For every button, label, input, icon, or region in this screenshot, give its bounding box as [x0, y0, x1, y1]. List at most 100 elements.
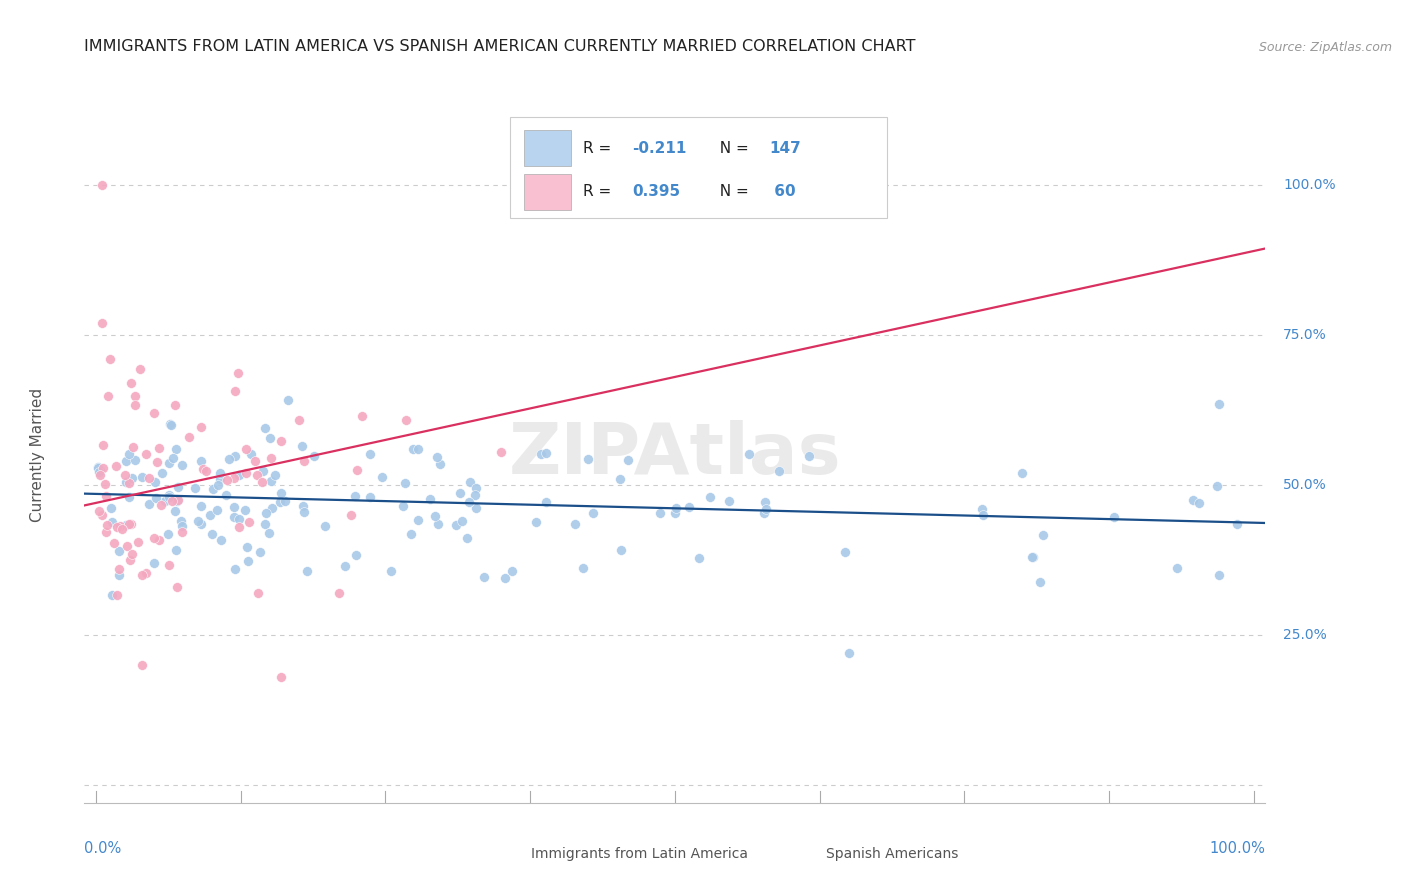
Point [343, 489, 366, 503]
Point [114, 468, 136, 483]
Text: 0.395: 0.395 [633, 185, 681, 200]
Point [163, 398, 186, 412]
Point [564, 516, 586, 531]
Point [291, 499, 314, 513]
Point [224, 384, 246, 398]
Point [501, 564, 523, 578]
Point [128, 362, 150, 376]
Point [190, 420, 212, 434]
Point [254, 506, 277, 520]
Point [87, 460, 110, 475]
Point [406, 442, 429, 456]
Point [402, 442, 425, 456]
Point [157, 490, 180, 504]
Point [142, 406, 165, 420]
Text: ZIPAtlas: ZIPAtlas [509, 420, 841, 490]
Point [609, 472, 631, 486]
Point [536, 446, 558, 460]
Point [576, 451, 599, 466]
Point [224, 500, 246, 515]
Point [257, 525, 280, 540]
Point [150, 466, 173, 480]
Point [359, 490, 381, 504]
Point [90, 178, 112, 192]
Point [406, 513, 429, 527]
Point [190, 454, 212, 468]
Point [156, 526, 179, 541]
Point [124, 388, 146, 402]
Point [678, 500, 700, 515]
Text: R =: R = [582, 185, 616, 200]
Point [208, 472, 231, 486]
Point [352, 409, 374, 423]
Point [131, 470, 153, 484]
Point [111, 522, 134, 536]
Point [124, 453, 146, 467]
Point [238, 515, 260, 529]
Point [838, 646, 860, 660]
Point [148, 533, 170, 548]
Point [259, 474, 281, 488]
Point [115, 518, 138, 533]
Point [115, 475, 138, 489]
Point [273, 494, 295, 508]
Point [664, 506, 686, 520]
Text: Source: ZipAtlas.com: Source: ZipAtlas.com [1258, 40, 1392, 54]
Point [160, 418, 183, 433]
Point [464, 488, 486, 502]
Point [328, 586, 350, 600]
Point [135, 447, 157, 461]
Point [394, 476, 416, 491]
Text: 147: 147 [769, 141, 801, 155]
Point [425, 508, 447, 523]
Point [458, 494, 481, 508]
Point [571, 560, 593, 574]
Point [1182, 492, 1205, 507]
Point [259, 431, 281, 445]
Point [754, 495, 776, 509]
Point [190, 499, 212, 513]
Point [1208, 567, 1230, 582]
Text: N =: N = [710, 141, 754, 155]
Point [429, 457, 451, 471]
Point [170, 525, 193, 540]
Point [755, 502, 778, 516]
Point [143, 475, 166, 490]
Point [157, 488, 180, 502]
Point [207, 478, 229, 492]
Point [489, 444, 512, 458]
Point [103, 536, 125, 550]
Point [115, 454, 138, 468]
Point [194, 464, 217, 478]
Point [205, 502, 228, 516]
Point [254, 516, 277, 531]
Point [288, 413, 311, 427]
Point [191, 462, 214, 476]
Point [91, 508, 114, 522]
Point [145, 455, 167, 469]
Point [96, 524, 118, 539]
Point [118, 490, 141, 504]
Point [752, 507, 775, 521]
Point [89, 467, 111, 482]
Point [419, 491, 441, 506]
Point [1205, 479, 1227, 493]
Point [121, 547, 143, 561]
Point [464, 501, 486, 516]
Point [218, 451, 240, 466]
Point [228, 519, 250, 533]
Point [346, 463, 368, 477]
Point [1225, 517, 1247, 532]
Point [359, 447, 381, 461]
Point [226, 366, 249, 380]
Point [93, 438, 115, 452]
Point [834, 545, 856, 559]
Point [768, 465, 790, 479]
Point [108, 543, 131, 558]
Point [233, 502, 256, 516]
Point [91, 460, 114, 475]
Point [254, 421, 277, 435]
Text: -0.211: -0.211 [633, 141, 686, 155]
Point [344, 548, 367, 562]
Point [87, 459, 110, 474]
